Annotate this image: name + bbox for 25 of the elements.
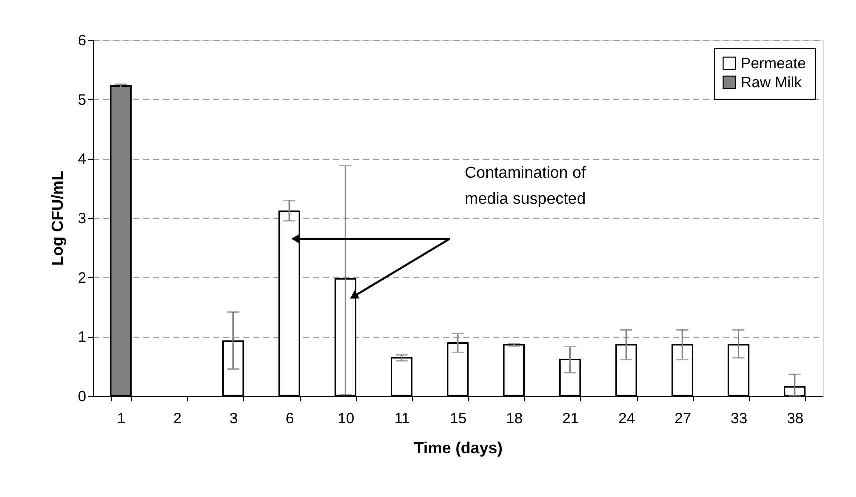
x-tick-label: 24 (618, 410, 636, 428)
x-tick-label: 2 (174, 410, 182, 428)
y-tick-label: 3 (78, 210, 86, 228)
annotation: Contamination of media suspected (465, 165, 587, 208)
y-tick-label: 2 (78, 270, 86, 287)
x-tick-label: 18 (506, 410, 523, 428)
x-tick-label: 10 (338, 410, 355, 428)
y-axis-title: Log CFU/mL (50, 170, 68, 266)
x-tick-label: 15 (450, 410, 467, 428)
y-tick-label: 5 (78, 92, 86, 109)
y-tick-label: 4 (78, 151, 86, 168)
x-tick-label: 1 (117, 410, 126, 428)
y-tick-label: 0 (78, 388, 86, 406)
legend-label: Raw Milk (741, 74, 802, 92)
x-tick-label: 33 (730, 410, 748, 428)
x-tick-label: 3 (230, 410, 238, 428)
x-tick-label: 38 (787, 410, 804, 428)
x-tick-label: 6 (286, 410, 294, 428)
x-tick-label: 21 (562, 410, 580, 428)
legend-label: Permeate (741, 56, 806, 72)
y-tick-label: 1 (78, 329, 86, 346)
x-tick-label: 27 (674, 410, 692, 428)
x-tick-label: 11 (394, 410, 410, 428)
y-tick-label: 6 (78, 32, 86, 50)
x-axis-title: Time (days) (414, 440, 503, 458)
